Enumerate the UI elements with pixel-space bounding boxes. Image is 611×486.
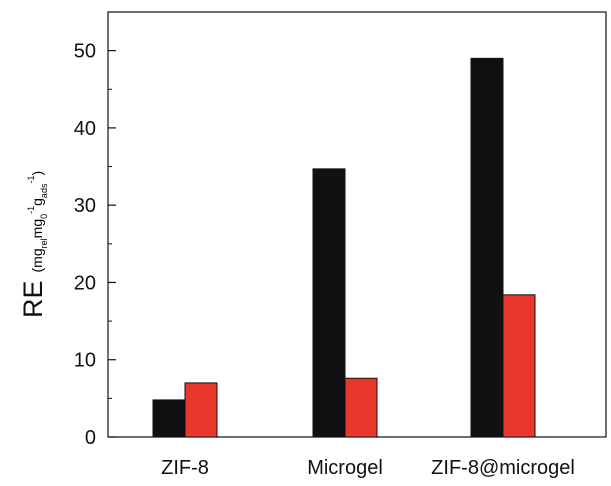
y-tick-label: 50 xyxy=(74,41,96,63)
y-tick-label: 30 xyxy=(74,195,96,217)
y-axis-unit-part: mg xyxy=(29,219,45,238)
y-axis-unit-part: -1 xyxy=(26,176,36,184)
y-axis-unit-part: 0 xyxy=(39,214,49,219)
y-axis-unit-part: g xyxy=(29,198,45,206)
y-axis-label-main: RE xyxy=(18,280,48,318)
y-tick-label: 10 xyxy=(74,350,96,372)
bar-zif-8-microgel-series-2 xyxy=(502,294,536,438)
y-tick-label: 0 xyxy=(85,427,96,449)
y-tick-label: 40 xyxy=(74,118,96,140)
axis-labels: 0 10 20 30 40 50 ZIF-8 Microgel ZIF-8@microgel RE… xyxy=(18,41,575,479)
x-category-label: ZIF-8 xyxy=(161,457,209,479)
bars xyxy=(152,57,536,438)
y-axis-unit-part: ) xyxy=(29,171,45,176)
y-axis-unit-part: (mg xyxy=(29,248,45,272)
y-tick-label: 20 xyxy=(74,272,96,294)
y-axis-unit-part: ads xyxy=(39,183,49,198)
y-axis-unit-part: -1 xyxy=(26,206,36,214)
bar-zif-8-series-2 xyxy=(184,382,218,438)
bar-zif-8-series-1 xyxy=(152,399,186,438)
bar-zif-8-microgel-series-1 xyxy=(470,57,504,438)
bar-microgel-series-2 xyxy=(344,377,378,438)
x-category-label: Microgel xyxy=(307,457,383,479)
x-category-label: ZIF-8@microgel xyxy=(431,457,575,479)
y-axis-label: RE(mgrelmg0-1gads-1) xyxy=(18,171,49,318)
bar-microgel-series-1 xyxy=(312,168,346,438)
y-axis-unit-part: rel xyxy=(39,238,49,248)
